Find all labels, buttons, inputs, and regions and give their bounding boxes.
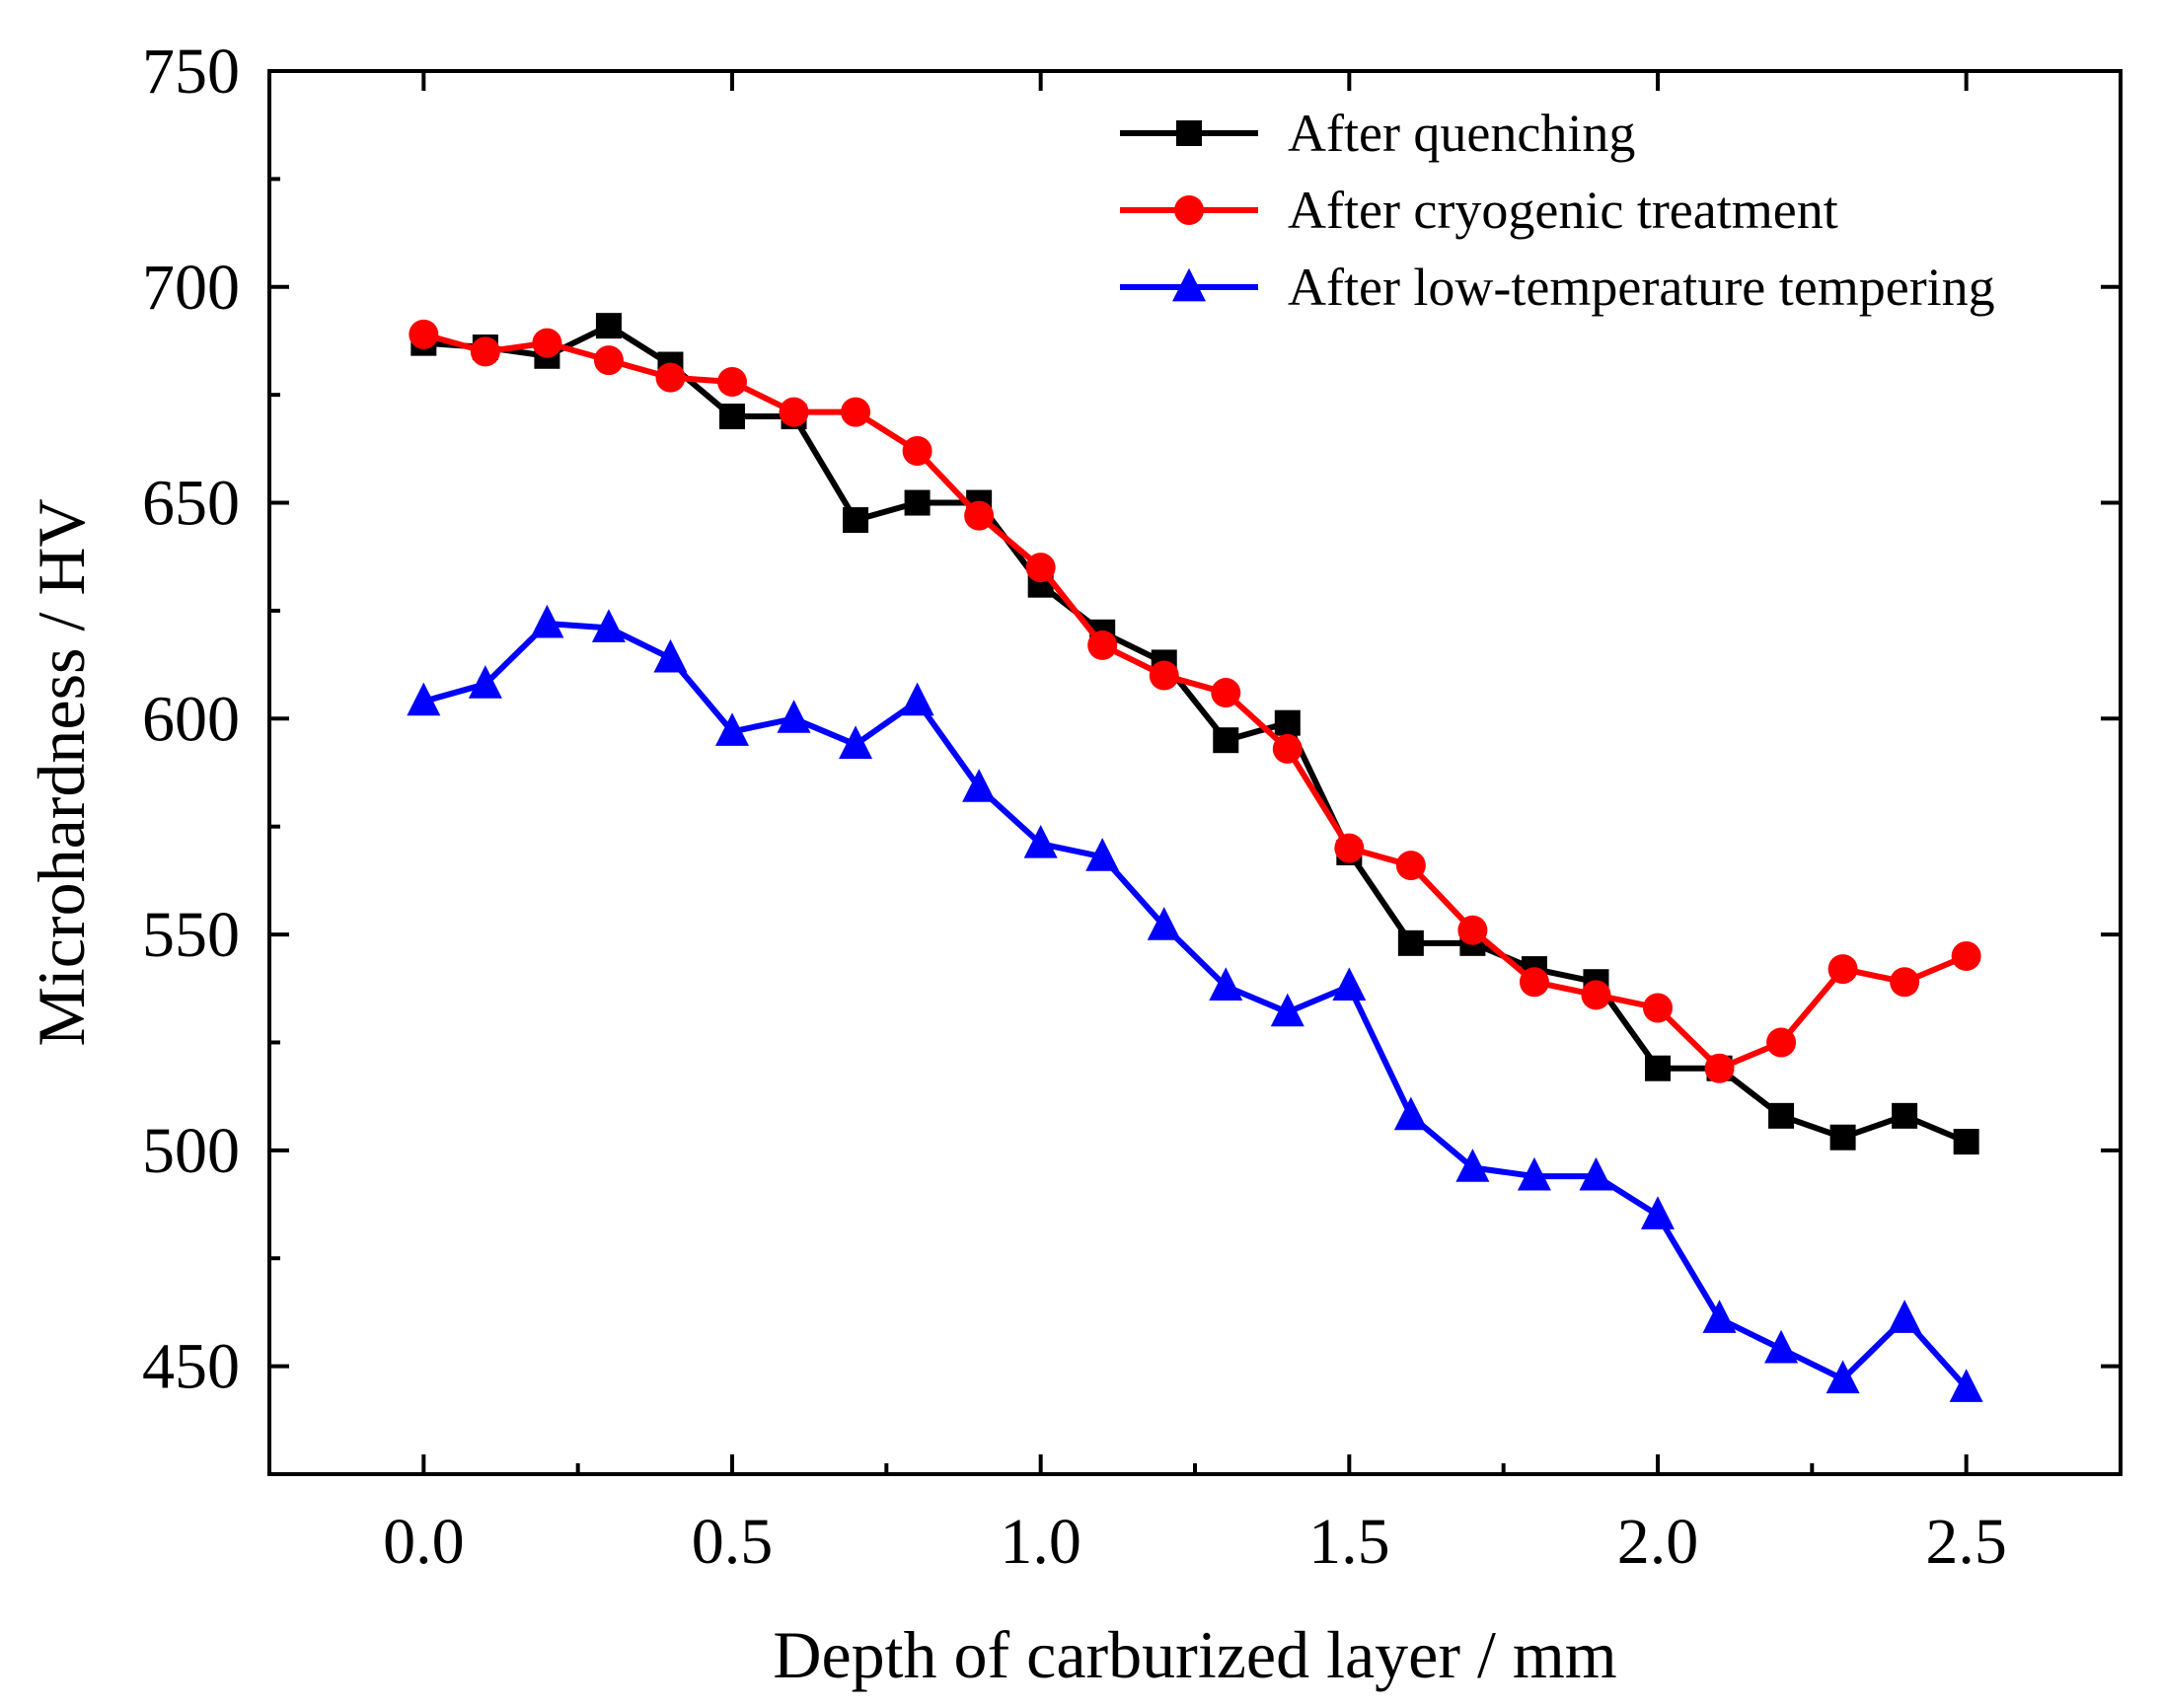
data-point [1643, 993, 1673, 1023]
data-point [468, 665, 502, 699]
x-tick-label: 1.5 [1308, 1506, 1390, 1578]
data-point [1768, 1102, 1795, 1129]
x-axis-title: Depth of carburized layer / mm [773, 1617, 1616, 1692]
data-point [1270, 993, 1304, 1027]
data-point [470, 336, 500, 367]
data-point [1826, 1360, 1860, 1394]
data-point [1272, 733, 1303, 764]
data-point [1890, 967, 1920, 998]
data-point [1949, 1369, 1983, 1402]
data-point [719, 404, 745, 430]
data-point [407, 682, 441, 716]
data-point [1951, 940, 1981, 971]
data-point [1149, 660, 1179, 691]
data-point [1455, 1149, 1490, 1182]
data-point [1888, 1300, 1922, 1333]
data-point [595, 313, 622, 339]
data-point [1274, 709, 1301, 736]
data-point [1892, 1102, 1918, 1129]
y-tick-label: 500 [142, 1115, 240, 1187]
data-point [964, 500, 995, 531]
data-point [715, 712, 749, 746]
data-point [1023, 824, 1058, 858]
data-point [1953, 1129, 1979, 1155]
data-point [1764, 1329, 1799, 1364]
data-point [530, 604, 564, 638]
data-point [1579, 1156, 1613, 1191]
data-point [1641, 1196, 1675, 1229]
legend: After quenching After cryogenic treatment… [1120, 104, 1995, 317]
data-point [409, 319, 439, 349]
data-point [843, 507, 869, 534]
data-point [1457, 915, 1488, 945]
data-point [1211, 678, 1241, 708]
data-point [1704, 1053, 1735, 1083]
data-point [1393, 1096, 1428, 1131]
data-point [1397, 929, 1424, 956]
data-point [1829, 1124, 1856, 1151]
y-tick-label: 700 [142, 252, 240, 324]
data-point [1645, 1055, 1671, 1081]
data-point [1519, 967, 1549, 998]
data-point [841, 397, 871, 427]
series-circle-group [409, 319, 1981, 1083]
data-point [653, 638, 688, 673]
y-tick-label: 550 [142, 899, 240, 971]
legend-marker [1172, 267, 1206, 302]
data-point [900, 682, 934, 716]
x-tick-label: 2.5 [1925, 1506, 2007, 1578]
data-point [591, 609, 626, 642]
x-tick-label: 1.0 [1000, 1506, 1081, 1578]
series-triangle-group [407, 604, 1983, 1402]
data-point [593, 345, 624, 376]
data-point [1581, 980, 1611, 1010]
data-point [1025, 553, 1056, 583]
legend-item: After low-temperature tempering [1120, 258, 1995, 317]
data-point [902, 436, 932, 467]
legend-label: After cryogenic treatment [1288, 181, 1838, 240]
x-tick-label: 0.0 [383, 1506, 465, 1578]
y-tick-label: 600 [142, 683, 240, 755]
legend-label: After quenching [1288, 104, 1635, 163]
data-point [1517, 1156, 1551, 1191]
data-point [1209, 967, 1243, 1001]
data-point [1332, 967, 1367, 1001]
y-axis-title: Microhardness / HV [24, 498, 99, 1046]
data-point [779, 397, 809, 427]
data-point [655, 362, 686, 393]
legend-item: After quenching [1120, 104, 1635, 163]
data-point [1334, 833, 1365, 863]
x-tick-label: 2.0 [1617, 1506, 1699, 1578]
data-point [1766, 1027, 1797, 1058]
data-point [1087, 630, 1118, 660]
y-tick-label: 750 [142, 36, 240, 108]
legend-item: After cryogenic treatment [1120, 181, 1838, 240]
data-point [1395, 851, 1426, 881]
legend-marker [1174, 195, 1204, 225]
legend-label: After low-temperature tempering [1288, 258, 1995, 317]
x-tick-label: 0.5 [692, 1506, 774, 1578]
legend-marker [1176, 120, 1202, 146]
plot-series [407, 313, 1983, 1402]
data-point [717, 367, 747, 398]
data-point [532, 328, 562, 358]
y-tick-label: 650 [142, 468, 240, 540]
y-tick-label: 450 [142, 1331, 240, 1403]
data-point [1702, 1300, 1737, 1333]
data-point [1213, 727, 1239, 754]
data-point [904, 489, 931, 516]
axes: 0.0 0.5 1.0 1.5 2.0 2.5 450 500 550 600 650 700 750 [142, 36, 2123, 1578]
data-point [962, 769, 997, 802]
data-point [839, 725, 873, 759]
data-point [1827, 954, 1858, 985]
data-point [1085, 838, 1120, 871]
data-point [777, 700, 811, 733]
data-point [1147, 907, 1181, 940]
